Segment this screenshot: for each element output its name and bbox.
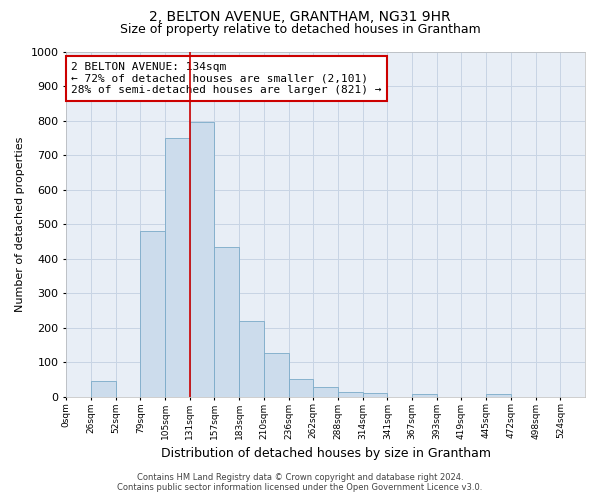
Text: 2 BELTON AVENUE: 134sqm
← 72% of detached houses are smaller (2,101)
28% of semi: 2 BELTON AVENUE: 134sqm ← 72% of detache… [71,62,382,95]
Bar [214,246,239,396]
Bar [91,381,116,396]
Text: 2, BELTON AVENUE, GRANTHAM, NG31 9HR: 2, BELTON AVENUE, GRANTHAM, NG31 9HR [149,10,451,24]
Text: Contains HM Land Registry data © Crown copyright and database right 2024.
Contai: Contains HM Land Registry data © Crown c… [118,473,482,492]
Bar [140,231,165,396]
Text: Size of property relative to detached houses in Grantham: Size of property relative to detached ho… [119,22,481,36]
Bar [338,392,362,396]
Y-axis label: Number of detached properties: Number of detached properties [15,136,25,312]
Bar [362,394,388,396]
X-axis label: Distribution of detached houses by size in Grantham: Distribution of detached houses by size … [161,447,491,460]
Bar [239,321,264,396]
Bar [264,352,289,397]
Bar [313,387,338,396]
Bar [190,122,214,396]
Bar [289,380,313,396]
Bar [165,138,190,396]
Bar [412,394,437,396]
Bar [486,394,511,396]
